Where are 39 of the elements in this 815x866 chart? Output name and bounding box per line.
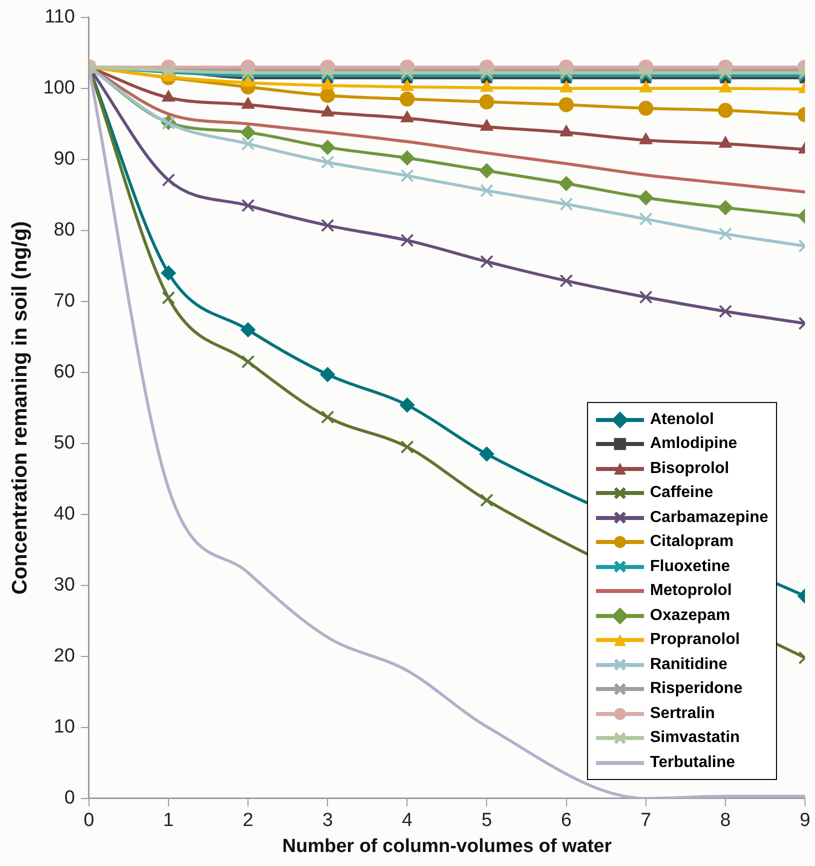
legend-label: Bisoprolol xyxy=(650,460,730,478)
y-tick-label: 110 xyxy=(44,6,75,28)
legend-label: Sertralin xyxy=(650,704,715,723)
y-tick-label: 60 xyxy=(54,362,75,383)
legend-label: Citalopram xyxy=(650,533,734,552)
legend-label: Carbamazepine xyxy=(650,508,768,527)
y-tick-label: 100 xyxy=(43,78,75,99)
x-tick-label: 8 xyxy=(720,810,731,832)
x-tick-label: 4 xyxy=(402,810,413,832)
legend-label: Risperidone xyxy=(650,680,742,698)
x-tick-label: 6 xyxy=(561,810,572,832)
legend-label: Atenolol xyxy=(650,410,714,429)
legend-label: Ranitidine xyxy=(650,656,728,674)
y-tick-label: 80 xyxy=(54,220,75,241)
x-tick-label: 2 xyxy=(242,810,254,832)
x-axis-title: Number of column-volumes of water xyxy=(282,836,612,857)
y-tick-label: 50 xyxy=(54,432,75,454)
x-tick-label: 5 xyxy=(481,810,492,832)
y-tick-label: 30 xyxy=(54,574,75,596)
y-axis-title: Concentration remaning in soil (ng/g) xyxy=(8,221,32,595)
legend-label: Caffeine xyxy=(650,484,714,502)
y-tick-label: 90 xyxy=(54,148,75,170)
legend-label: Terbutaline xyxy=(650,754,736,772)
legend-label: Fluoxetine xyxy=(650,558,730,576)
y-tick-label: 20 xyxy=(54,646,75,667)
y-tick-label: 40 xyxy=(54,504,75,525)
legend-label: Metoprolol xyxy=(650,582,732,600)
legend-label: Oxazepam xyxy=(650,606,730,625)
x-tick-label: 3 xyxy=(322,810,333,832)
legend-label: Simvastatin xyxy=(650,729,740,748)
legend-label: Amlodipine xyxy=(650,435,738,454)
legend-label: Propranolol xyxy=(650,631,740,650)
y-tick-label: 0 xyxy=(64,788,75,809)
y-tick-label: 10 xyxy=(54,716,75,738)
x-tick-label: 7 xyxy=(640,810,652,832)
x-tick-label: 9 xyxy=(800,810,810,832)
y-tick-label: 70 xyxy=(54,290,75,312)
x-tick-label: 0 xyxy=(84,810,94,832)
x-tick-label: 1 xyxy=(163,810,174,832)
